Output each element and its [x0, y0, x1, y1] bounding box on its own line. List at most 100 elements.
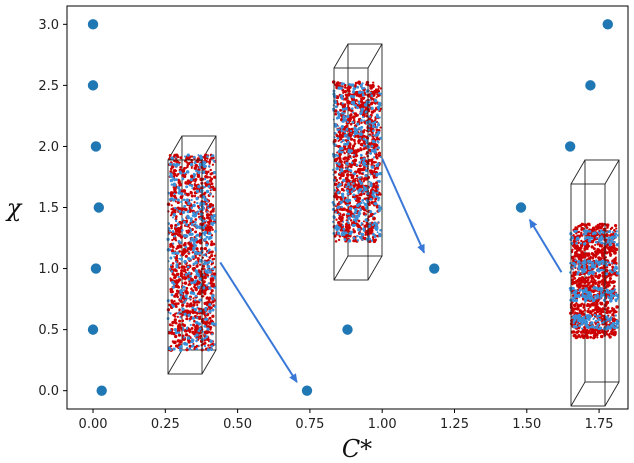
particle-blue [377, 204, 381, 208]
particle-blue [346, 120, 349, 124]
particle-blue [586, 315, 590, 319]
x-tick-label: 0.25 [151, 417, 180, 432]
particle-blue [614, 314, 617, 317]
particle-blue [166, 248, 171, 252]
particle-red [574, 251, 578, 255]
particle-blue [345, 189, 348, 192]
particle-red [582, 251, 585, 254]
particle-blue [213, 277, 217, 280]
particle-blue [205, 270, 209, 274]
particle-blue [353, 131, 356, 135]
particle-blue [370, 122, 373, 125]
particle-red [370, 163, 373, 166]
particle-red [208, 176, 212, 179]
particle-blue [213, 218, 216, 222]
particle-blue [341, 120, 344, 123]
box-edge [167, 349, 183, 375]
particle-blue [335, 166, 339, 171]
particle-red [580, 231, 583, 234]
particle-blue [205, 335, 209, 339]
y-axis-title: χ [5, 194, 23, 222]
particle-red [335, 218, 338, 221]
particle-blue [608, 269, 612, 272]
particle-blue [334, 105, 338, 109]
particle-blue [582, 242, 587, 246]
particle-red [615, 305, 619, 309]
particle-red [372, 81, 375, 84]
particle-red [179, 299, 183, 303]
particle-blue [175, 220, 178, 223]
particle-red [602, 274, 605, 278]
particle-blue [359, 153, 363, 157]
particle-blue [341, 231, 344, 234]
particle-red [362, 220, 365, 223]
particle-blue [339, 200, 343, 205]
particle-red [170, 207, 173, 211]
particle-blue [212, 213, 216, 218]
particle-blue [607, 239, 610, 242]
particle-red [596, 248, 601, 252]
inset-snapshots [166, 43, 620, 407]
particle-red [613, 229, 616, 232]
particle-blue [378, 91, 381, 95]
particle-blue [341, 111, 344, 115]
particle-blue [578, 263, 582, 267]
particle-blue [362, 144, 366, 148]
particle-red [174, 200, 177, 203]
particle-blue [615, 230, 618, 233]
particle-red [168, 153, 172, 157]
particle-blue [208, 309, 212, 314]
particle-red [170, 231, 173, 234]
particle-blue [570, 265, 573, 269]
particle-red [195, 264, 199, 268]
particle-red [211, 185, 215, 189]
particle-red [209, 328, 212, 331]
particle-red [584, 333, 588, 337]
particle-red [379, 87, 382, 90]
particle-red [211, 300, 215, 304]
particle-blue [587, 317, 591, 321]
particle-blue [190, 198, 193, 202]
particle-red [362, 180, 365, 183]
particle-blue [375, 226, 379, 230]
particle-blue [177, 331, 181, 334]
particle-red [166, 202, 171, 207]
particle-blue [203, 318, 206, 321]
particle-blue [179, 171, 183, 175]
particle-red [371, 101, 374, 105]
particle-red [211, 228, 214, 231]
particle-red [172, 341, 175, 344]
particle-blue [361, 191, 364, 194]
particle-red [334, 205, 338, 208]
particle-red [588, 281, 592, 284]
particle-red [585, 243, 590, 248]
particle-red [364, 106, 367, 109]
particle-blue [600, 291, 603, 294]
particle-blue [178, 188, 182, 192]
particle-blue [359, 176, 362, 179]
particle-red [203, 301, 207, 306]
particle-red [360, 121, 363, 125]
particle-blue [361, 87, 364, 90]
particle-blue [608, 230, 612, 233]
particle-red [198, 254, 201, 257]
particle-red [191, 330, 195, 334]
particle-red [572, 334, 576, 338]
particle-red [178, 161, 181, 164]
particle-red [581, 312, 585, 316]
particle-blue [183, 204, 187, 208]
particle-blue [613, 240, 616, 244]
particle-red [356, 134, 360, 137]
particle-red [336, 202, 340, 206]
particle-blue [604, 272, 609, 276]
particle-blue [584, 287, 588, 291]
particle-blue [198, 204, 202, 207]
particle-red [571, 311, 574, 315]
particle-red [344, 148, 347, 151]
particle-blue [378, 171, 382, 176]
particle-red [186, 161, 189, 164]
box-edge [201, 135, 217, 161]
particle-blue [379, 156, 382, 158]
particle-blue [188, 319, 191, 322]
